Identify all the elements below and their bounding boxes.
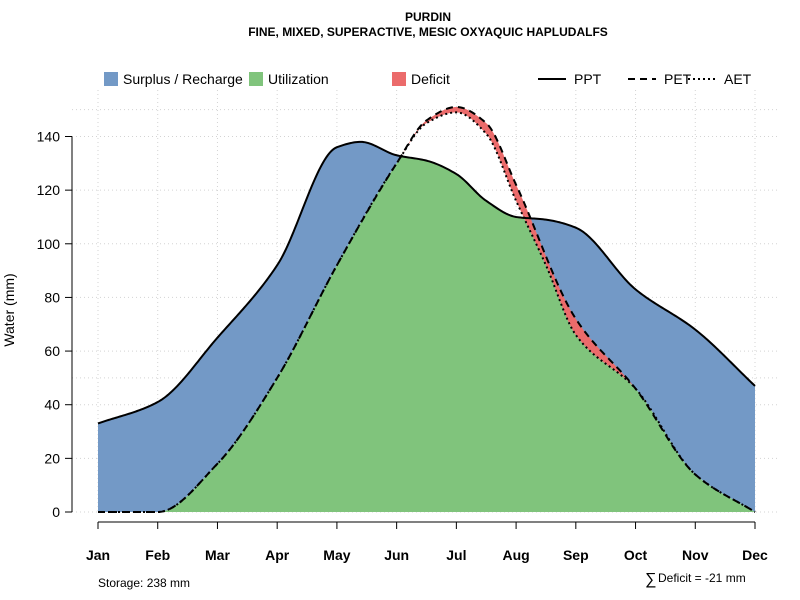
x-tick-label-dec: Dec	[742, 547, 768, 563]
storage-annotation: Storage: 238 mm	[98, 576, 190, 590]
x-tick-label-sep: Sep	[563, 547, 589, 563]
surplus-recharge-area	[98, 112, 755, 513]
utilization-area	[98, 156, 755, 512]
x-tick-label-nov: Nov	[682, 547, 709, 563]
x-tick-label-jun: Jun	[384, 547, 409, 563]
legend-label: Utilization	[268, 71, 329, 87]
deficit-sum-icon: ∑	[645, 571, 656, 588]
legend-swatch	[249, 72, 263, 86]
axes: 0 20 40 60 80 100 120 140 Jan Feb Mar Apr May Jun Jul A…	[37, 129, 768, 564]
chart-title: PURDIN	[405, 10, 451, 24]
legend-swatch	[392, 72, 406, 86]
legend-label: PPT	[574, 71, 602, 87]
x-tick-label-oct: Oct	[624, 547, 648, 563]
legend-label: Deficit	[411, 71, 450, 87]
x-tick-label-jul: Jul	[446, 547, 466, 563]
area-fills	[98, 107, 755, 513]
series-line-ppt	[97, 140, 756, 425]
x-tick-label-aug: Aug	[502, 547, 529, 563]
y-tick-label: 80	[44, 289, 60, 305]
y-tick-label: 20	[44, 450, 60, 466]
legend-label: AET	[724, 71, 752, 87]
chart-subtitle: FINE, MIXED, SUPERACTIVE, MESIC OXYAQUIC…	[248, 25, 608, 39]
y-axis-label: Water (mm)	[1, 273, 17, 346]
series-line-aet	[98, 111, 756, 513]
series-lines	[97, 105, 756, 513]
x-tick-label-may: May	[323, 547, 350, 563]
y-tick-label: 40	[44, 397, 60, 413]
y-tick-label: 140	[37, 129, 61, 145]
deficit-annotation: Deficit = -21 mm	[658, 571, 746, 585]
y-tick-label: 60	[44, 343, 60, 359]
x-tick-label-feb: Feb	[145, 547, 170, 563]
legend-label: PET	[664, 71, 692, 87]
legend-swatch	[104, 72, 118, 86]
x-tick-label-mar: Mar	[205, 547, 230, 563]
legend-label: Surplus / Recharge	[123, 71, 243, 87]
y-tick-label: 0	[52, 504, 60, 520]
y-tick-label: 100	[37, 236, 61, 252]
legend: Surplus / Recharge Utilization Deficit PPT P…	[104, 71, 752, 87]
x-tick-label-apr: Apr	[265, 547, 290, 563]
y-tick-label: 120	[37, 182, 61, 198]
series-line-pet	[98, 105, 756, 513]
x-tick-label-jan: Jan	[86, 547, 110, 563]
